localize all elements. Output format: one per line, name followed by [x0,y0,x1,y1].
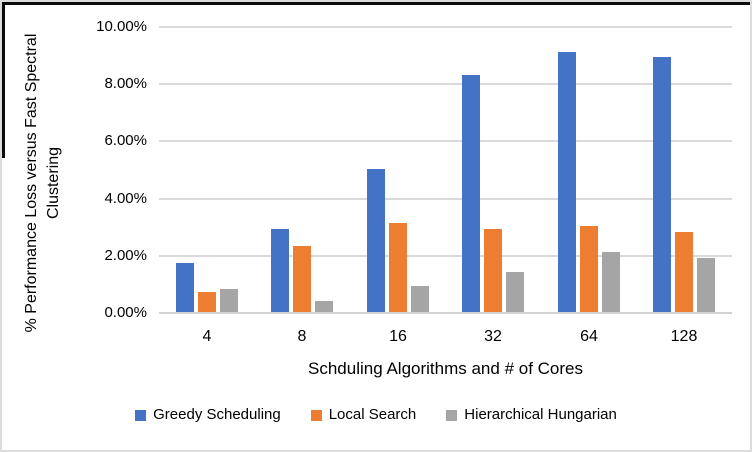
bar-hierarchical-hungarian-32-cores [506,272,524,312]
x-tick-label-32: 32 [484,328,502,345]
bar-local-search-128-cores [675,232,693,312]
x-tick-label-16: 16 [389,328,407,345]
x-axis-line [159,312,732,314]
gridline-8pct [159,83,732,86]
gridline-4pct [159,197,732,200]
bar-greedy-scheduling-8-cores [271,229,289,312]
bar-local-search-8-cores [293,246,311,312]
y-tick-label-0pct: 0.00% [104,304,147,321]
y-tick-label-8pct: 8.00% [104,75,147,93]
x-axis-title: Schduling Algorithms and # of Cores [308,359,583,378]
bar-hierarchical-hungarian-16-cores [411,286,429,312]
bar-greedy-scheduling-4-cores [176,263,194,312]
bar-hierarchical-hungarian-64-cores [602,252,620,312]
legend-item-greedy-scheduling: Greedy Scheduling [135,404,281,426]
bar-local-search-16-cores [389,223,407,312]
bar-local-search-4-cores [198,292,216,312]
legend-label-greedy-scheduling: Greedy Scheduling [153,406,281,423]
gridline-10pct [159,26,732,28]
bar-greedy-scheduling-32-cores [462,75,480,312]
bar-hierarchical-hungarian-8-cores [315,301,333,312]
legend-swatch-greedy-scheduling [135,409,147,421]
bar-hierarchical-hungarian-4-cores [220,289,238,312]
x-tick-label-4: 4 [202,328,212,345]
gridline-2pct [159,254,732,257]
gridline-6pct [159,140,732,143]
window-border-left [2,2,5,158]
y-tick-label-6pct: 6.00% [104,132,147,150]
y-tick-label-2pct: 2.00% [104,246,147,264]
y-tick-label-10pct: 10.00% [96,18,147,35]
bar-local-search-64-cores [580,226,598,312]
window-border-top [2,2,750,5]
legend-swatch-local-search [310,409,322,421]
legend-item-local-search: Local Search [310,404,417,426]
x-tick-label-64: 64 [580,328,598,345]
y-tick-label-4pct: 4.00% [104,189,147,207]
bar-hierarchical-hungarian-128-cores [697,258,715,312]
bar-greedy-scheduling-16-cores [367,169,385,312]
legend: Greedy Scheduling Local Search Hierarchica… [2,404,750,426]
x-tick-label-8: 8 [297,328,307,345]
legend-label-hierarchical-hungarian: Hierarchical Hungarian [464,406,617,423]
bar-local-search-32-cores [484,229,502,312]
x-tick-label-128: 128 [670,328,698,345]
bar-greedy-scheduling-64-cores [558,52,576,312]
legend-item-hierarchical-hungarian: Hierarchical Hungarian [446,404,617,426]
legend-swatch-hierarchical-hungarian [446,409,458,421]
bar-greedy-scheduling-128-cores [653,57,671,312]
legend-label-local-search: Local Search [328,406,417,423]
